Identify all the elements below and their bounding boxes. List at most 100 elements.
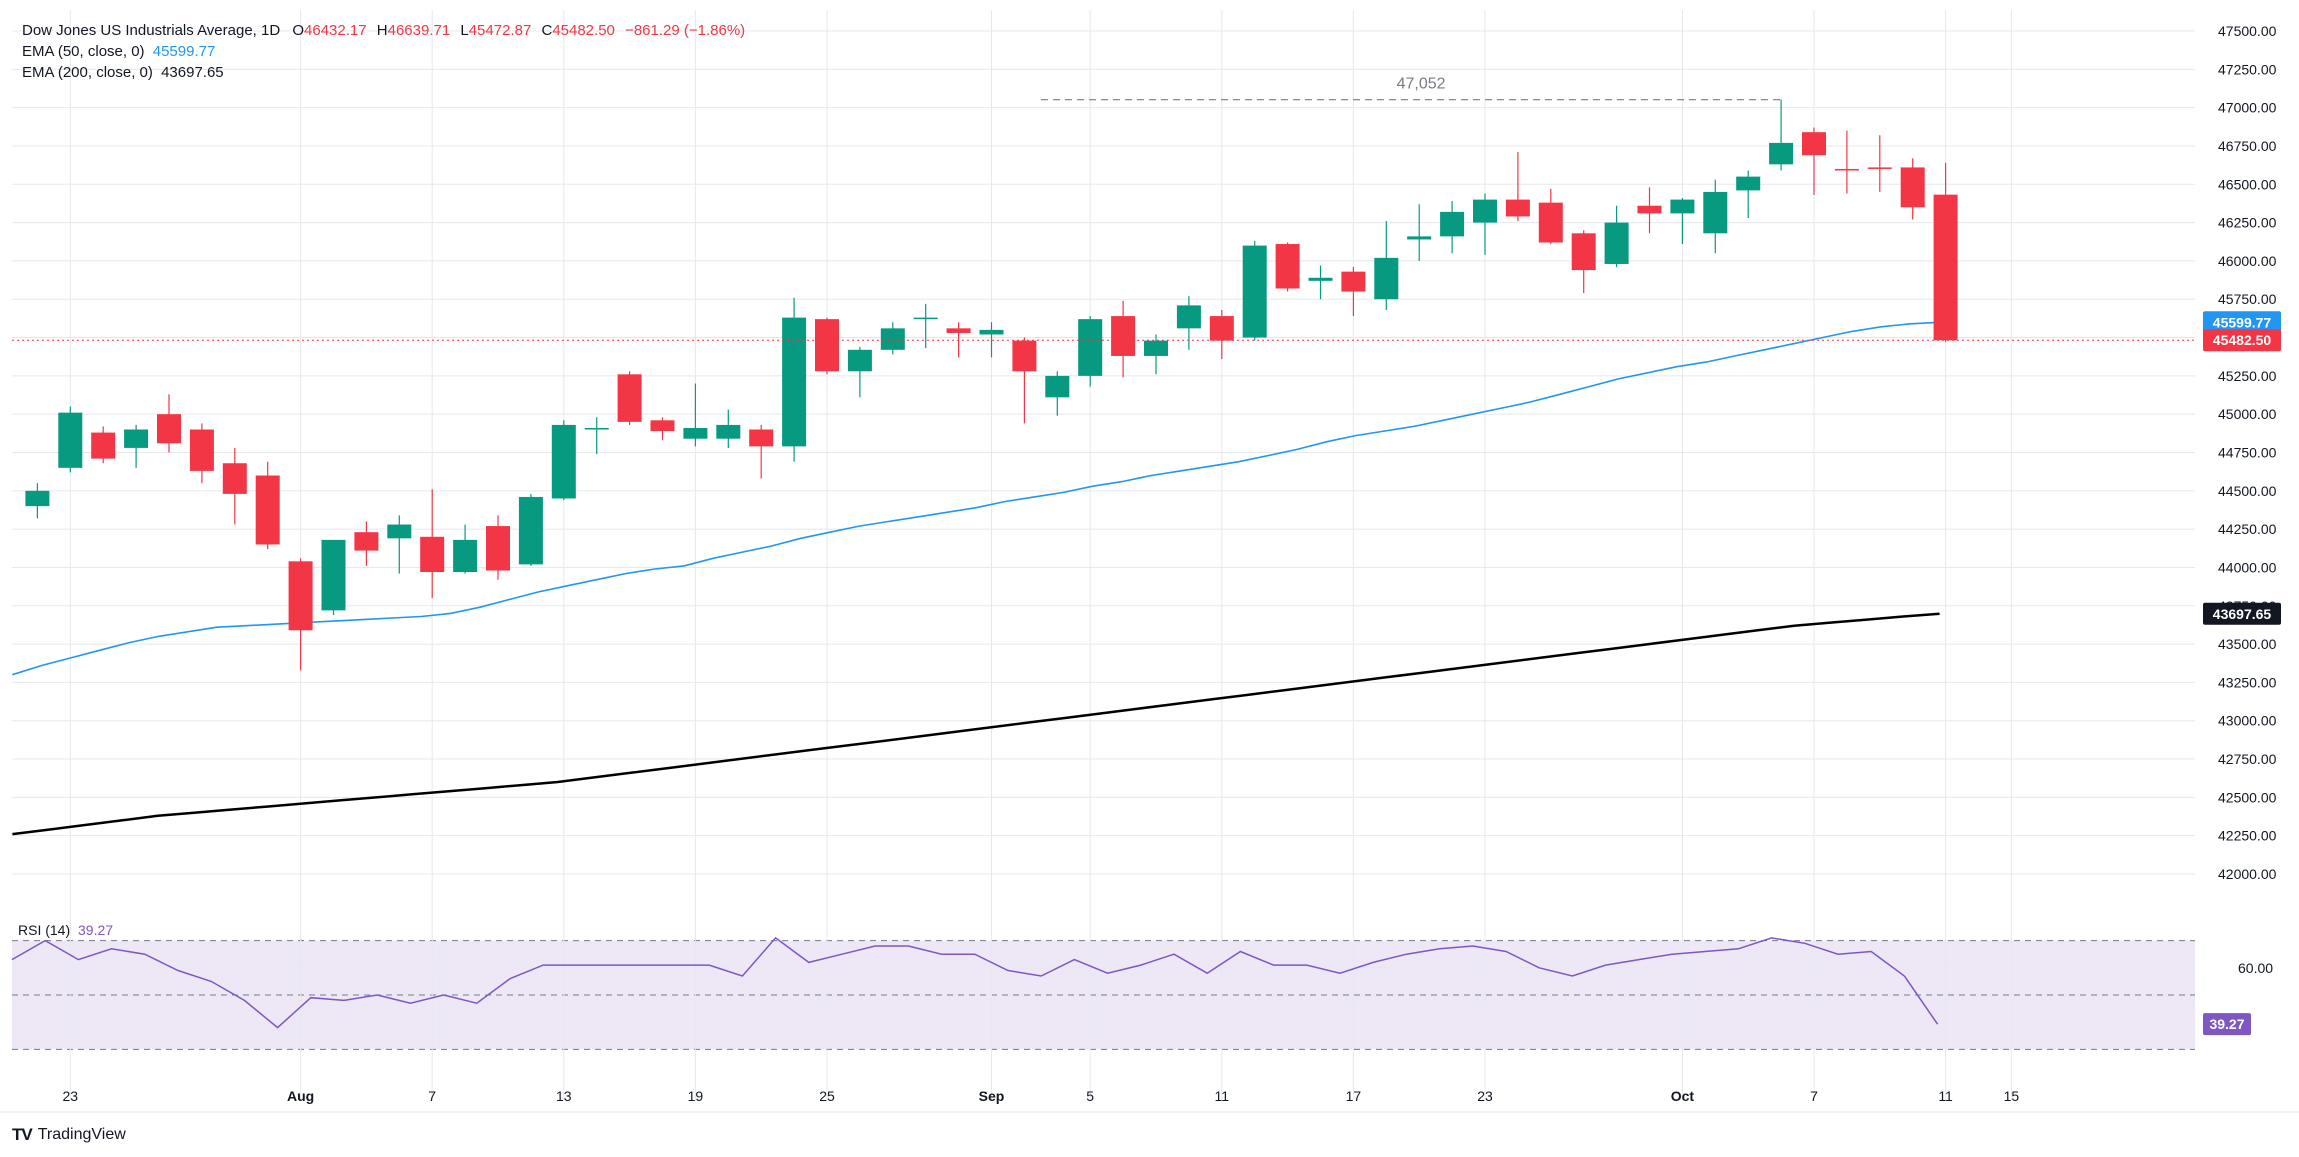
time-axis[interactable]: 23 Aug 7 13 19 25 Sep 5 11 17 23 Oct 7 11 15 — [63, 1088, 2020, 1104]
candle-up — [387, 515, 412, 574]
time-tick-label: 7 — [428, 1088, 436, 1104]
rsi-line — [11, 936, 1939, 1029]
candle-body — [1045, 375, 1070, 398]
candle-body — [255, 475, 280, 545]
candle-up — [518, 493, 543, 566]
change-value: −861.29 (−1.86%) — [625, 22, 746, 39]
tradingview-logo-text: TradingView — [37, 1126, 126, 1143]
candle-up — [58, 406, 83, 473]
rsi-path — [11, 936, 1939, 1029]
candle-up — [782, 297, 807, 462]
price-tick-label: 46750.00 — [2218, 138, 2277, 154]
candle-body — [1473, 199, 1497, 223]
candle-up — [1374, 221, 1399, 310]
candle-up — [683, 383, 708, 447]
candle-down — [222, 447, 247, 525]
candle-body — [124, 429, 149, 448]
symbol-legend[interactable]: Dow Jones US Industrials Average, 1D O46… — [22, 22, 745, 39]
candle-down — [1275, 242, 1300, 292]
candle-up — [716, 409, 741, 448]
high-label: H — [376, 22, 388, 39]
candle-down — [189, 423, 214, 484]
tradingview-logo[interactable]: TV TradingView — [12, 1125, 126, 1145]
candle-up — [1440, 201, 1465, 254]
symbol-title: Dow Jones US Industrials Average, 1D — [22, 22, 281, 39]
candle-body — [1341, 271, 1366, 292]
price-tick-label: 45000.00 — [2218, 406, 2277, 422]
candle-down — [1012, 337, 1037, 424]
candle-up — [1144, 334, 1168, 375]
time-tick-label: 11 — [1215, 1088, 1230, 1104]
price-tick-label: 46250.00 — [2218, 215, 2277, 231]
candle-body — [420, 536, 445, 573]
last-price-badge-text: 45482.50 — [2213, 332, 2272, 348]
candle-up — [979, 322, 1004, 358]
candle-down — [157, 394, 181, 453]
time-tick-label: 11 — [1938, 1088, 1953, 1104]
candle-body — [1144, 340, 1168, 356]
candle-body — [486, 526, 510, 571]
candle-down — [1571, 230, 1596, 294]
price-tick-label: 42250.00 — [2218, 828, 2277, 844]
candle-down — [1834, 130, 1859, 194]
candle-body — [1769, 142, 1794, 165]
candle-up — [453, 524, 478, 574]
rsi-legend-value: 39.27 — [78, 922, 114, 938]
time-tick-label: 7 — [1810, 1088, 1818, 1104]
candle-up — [1176, 296, 1201, 350]
candle-body — [716, 424, 741, 439]
open-label: O — [292, 22, 305, 39]
candle-body — [1637, 205, 1662, 214]
candle-body — [913, 317, 938, 320]
time-tick-label: 23 — [1477, 1088, 1493, 1104]
ema200-badge-bg — [2203, 602, 2281, 625]
candle-body — [782, 317, 807, 447]
candle-down — [91, 426, 116, 464]
candle-body — [157, 414, 181, 444]
price-tick-label: 42500.00 — [2218, 789, 2277, 805]
price-grid — [12, 30, 2195, 875]
candle-body — [749, 429, 774, 447]
ema200-path — [12, 612, 1940, 836]
candle-up — [584, 417, 609, 455]
candle-down — [1111, 300, 1136, 378]
candle-down — [255, 461, 280, 550]
price-tick-label: 44500.00 — [2218, 483, 2277, 499]
candle-body — [91, 432, 116, 459]
rsi-legend[interactable]: RSI (14) 39.27 — [18, 922, 113, 938]
candle-body — [321, 539, 346, 611]
candle-body — [1012, 340, 1037, 372]
high-label: 47,052 — [1397, 76, 1446, 93]
candle-up — [1407, 204, 1432, 261]
ema50-badge-bg — [2203, 311, 2281, 334]
candle-down — [1867, 135, 1892, 192]
candle-down — [486, 515, 510, 580]
candle-up — [1473, 193, 1497, 255]
time-tick-label: Sep — [979, 1088, 1005, 1104]
candle-body — [1440, 211, 1465, 237]
ema200-badge-text: 43697.65 — [2213, 606, 2272, 622]
candle-up — [1604, 205, 1629, 268]
price-tick-label: 42000.00 — [2218, 866, 2277, 882]
time-tick-label: 15 — [2004, 1088, 2020, 1104]
candle-up — [124, 424, 149, 468]
candle-down — [815, 317, 839, 375]
price-tick-label: 45250.00 — [2218, 368, 2277, 384]
candle-body — [1374, 257, 1399, 300]
candle-up — [1670, 198, 1695, 245]
candle-up — [1769, 99, 1794, 171]
ema200-legend[interactable]: EMA (200, close, 0) 43697.65 — [22, 64, 224, 81]
price-axis[interactable]: 42000.00 42250.00 42500.00 42750.00 43000.00… — [2218, 23, 2277, 976]
ema50-legend[interactable]: EMA (50, close, 0) 45599.77 — [22, 43, 215, 60]
candle-body — [1078, 319, 1103, 376]
ema200-line — [12, 612, 1940, 836]
price-tick-label: 43000.00 — [2218, 713, 2277, 729]
candle-up — [1308, 265, 1333, 300]
price-tick-label: 47500.00 — [2218, 23, 2277, 39]
ema50-path — [12, 321, 1940, 676]
candle-body — [551, 424, 576, 499]
candle-up — [321, 539, 346, 615]
candle-down — [1933, 162, 1958, 342]
candle-body — [387, 524, 412, 539]
